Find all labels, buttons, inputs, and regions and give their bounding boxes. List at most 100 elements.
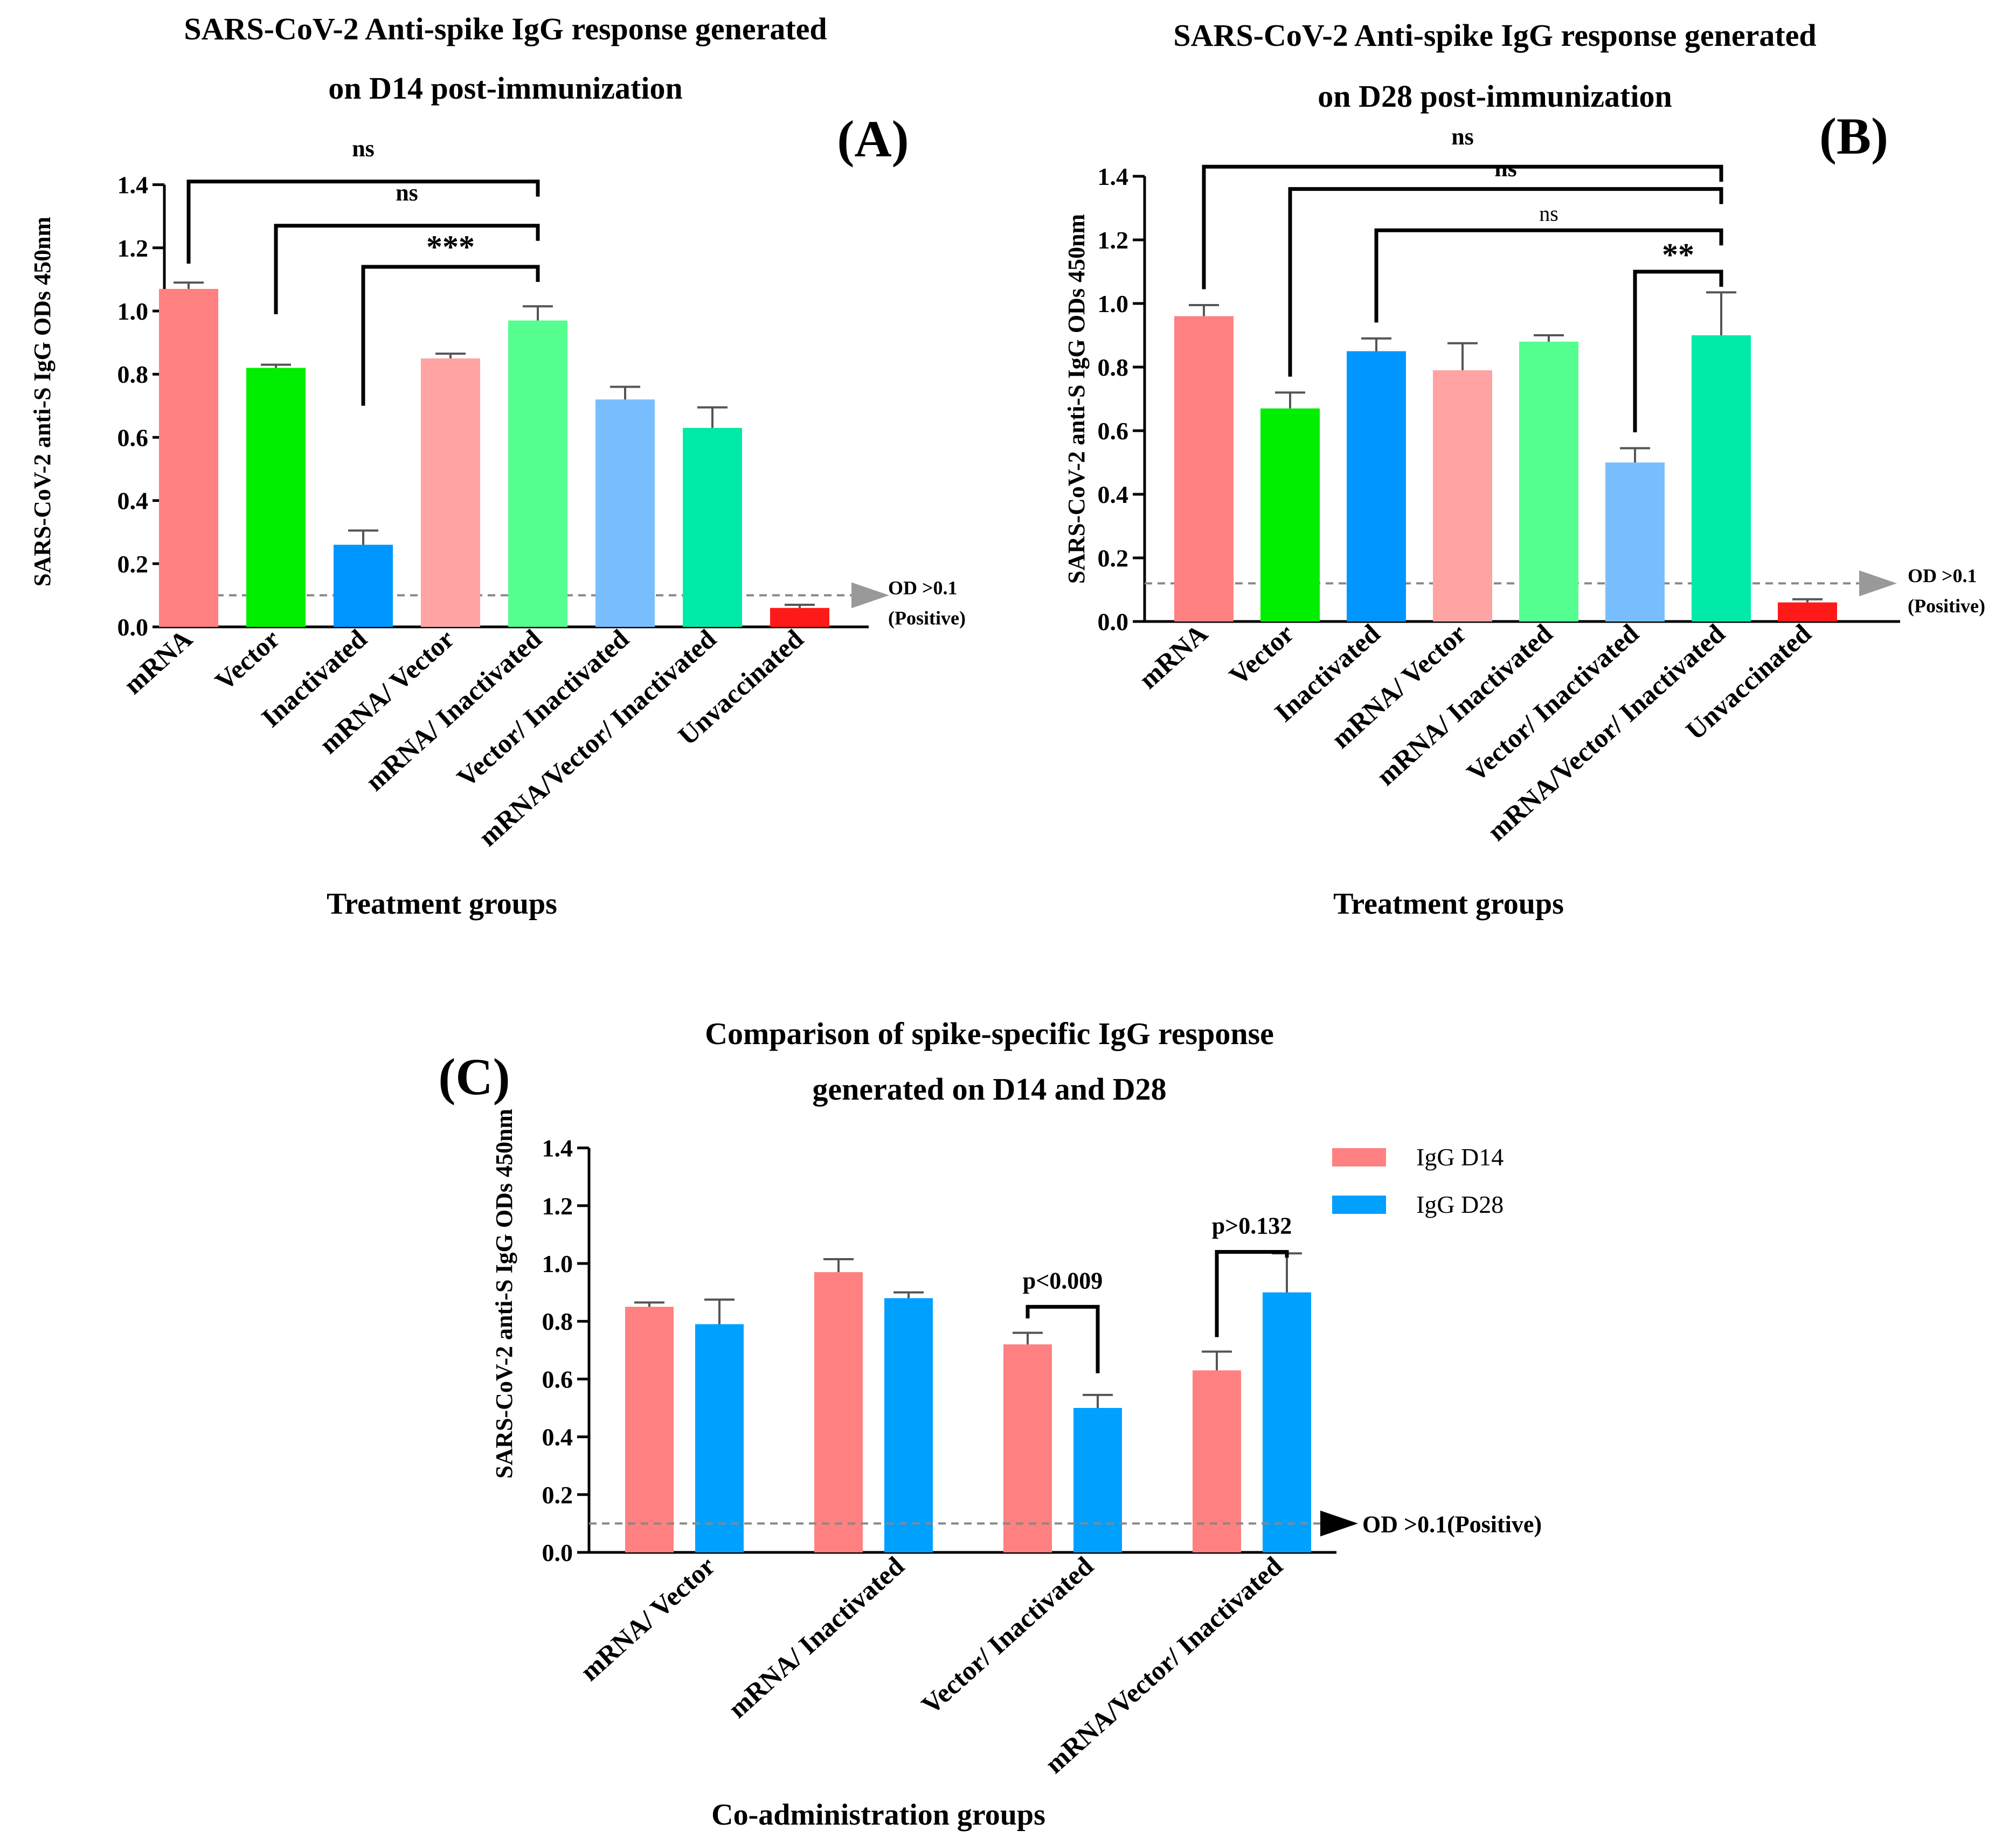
bar bbox=[1433, 370, 1492, 621]
y-tick-label: 1.0 bbox=[542, 1250, 573, 1277]
y-tick-label: 0.4 bbox=[1098, 481, 1129, 508]
chart-title: SARS-CoV-2 Anti-spike IgG response gener… bbox=[1173, 18, 1816, 53]
x-tick-label: Vector/ Inactivated bbox=[916, 1550, 1099, 1720]
y-tick-label: 1.2 bbox=[117, 234, 149, 262]
y-tick-label: 0.6 bbox=[1098, 417, 1129, 445]
legend-label: IgG D14 bbox=[1416, 1143, 1504, 1171]
significance-label: p<0.009 bbox=[1023, 1267, 1103, 1294]
y-tick-label: 1.4 bbox=[117, 171, 149, 199]
y-tick-label: 0.8 bbox=[542, 1308, 573, 1335]
y-axis-title: SARS-CoV-2 anti-S IgG ODs 450nm bbox=[29, 217, 56, 586]
reference-arrow bbox=[1859, 570, 1897, 597]
significance-bracket bbox=[1374, 228, 1723, 323]
x-tick-label: mRNA/ Vector bbox=[574, 1551, 721, 1687]
significance-bracket bbox=[274, 224, 540, 314]
significance-label: ns bbox=[396, 179, 418, 206]
bar bbox=[1263, 1292, 1311, 1552]
y-tick-label: 0.0 bbox=[542, 1539, 573, 1566]
bar bbox=[159, 288, 218, 627]
x-tick-label: Vector bbox=[209, 624, 285, 696]
bar bbox=[1519, 341, 1578, 621]
bar bbox=[683, 427, 742, 627]
y-tick-label: 1.0 bbox=[1098, 290, 1129, 317]
y-tick-label: 1.2 bbox=[1098, 226, 1129, 254]
significance-label: ** bbox=[1662, 237, 1694, 273]
bar bbox=[884, 1298, 933, 1552]
reference-label: OD >0.1 bbox=[888, 577, 958, 598]
bar bbox=[246, 368, 306, 627]
bar bbox=[770, 607, 829, 627]
bar bbox=[1778, 602, 1837, 621]
y-tick-label: 0.0 bbox=[1098, 608, 1129, 636]
chart-title: Comparison of spike-specific IgG respons… bbox=[705, 1016, 1274, 1051]
x-tick-label: mRNA/ Inactivated bbox=[722, 1550, 910, 1723]
significance-bracket bbox=[1215, 1250, 1289, 1337]
y-tick-label: 0.0 bbox=[117, 613, 149, 641]
significance-label: ns bbox=[1539, 202, 1558, 226]
significance-bracket bbox=[186, 179, 540, 264]
x-tick-label: Vector bbox=[1223, 618, 1299, 691]
x-axis-title: Treatment groups bbox=[327, 887, 557, 921]
y-tick-label: 1.0 bbox=[117, 298, 149, 325]
reference-label-positive: (Positive) bbox=[888, 607, 966, 629]
bar bbox=[1003, 1344, 1052, 1552]
significance-label: ns bbox=[352, 135, 375, 162]
y-tick-label: 0.6 bbox=[542, 1365, 573, 1393]
bar bbox=[595, 399, 655, 627]
bar bbox=[814, 1272, 863, 1552]
y-tick-label: 0.6 bbox=[117, 424, 149, 451]
y-tick-label: 0.2 bbox=[542, 1481, 573, 1509]
panel-label: (A) bbox=[837, 110, 909, 168]
legend-swatch bbox=[1332, 1148, 1386, 1166]
bar bbox=[695, 1324, 744, 1552]
reference-label: OD >0.1(Positive) bbox=[1362, 1511, 1542, 1537]
bar bbox=[334, 544, 393, 627]
y-tick-label: 0.2 bbox=[1098, 544, 1129, 572]
chart-title: on D28 post-immunization bbox=[1318, 79, 1672, 114]
reference-label: OD >0.1 bbox=[1908, 565, 1977, 586]
bar bbox=[625, 1307, 674, 1552]
reference-arrow bbox=[851, 582, 889, 609]
y-tick-label: 0.8 bbox=[1098, 354, 1129, 381]
y-tick-label: 0.8 bbox=[117, 361, 149, 388]
y-axis-title: SARS-CoV-2 anti-S IgG ODs 450nm bbox=[1063, 214, 1090, 584]
y-tick-label: 1.4 bbox=[542, 1135, 573, 1162]
bar bbox=[1073, 1408, 1122, 1552]
bar bbox=[508, 320, 567, 627]
y-tick-label: 0.2 bbox=[117, 550, 149, 578]
bar bbox=[1605, 462, 1665, 621]
y-tick-label: 1.2 bbox=[542, 1192, 573, 1220]
x-axis-title: Treatment groups bbox=[1333, 887, 1564, 921]
bar bbox=[1174, 316, 1234, 621]
significance-bracket bbox=[1202, 164, 1723, 289]
bar bbox=[1692, 335, 1751, 621]
reference-arrow bbox=[1320, 1510, 1358, 1537]
significance-bracket bbox=[361, 265, 540, 406]
chart-title: SARS-CoV-2 Anti-spike IgG response gener… bbox=[184, 11, 827, 46]
x-tick-label: mRNA bbox=[1133, 618, 1213, 695]
legend-label: IgG D28 bbox=[1416, 1191, 1504, 1218]
chart-title: generated on D14 and D28 bbox=[812, 1072, 1166, 1107]
significance-bracket bbox=[1026, 1304, 1100, 1373]
significance-label: ns bbox=[1494, 155, 1517, 182]
significance-label: *** bbox=[426, 229, 475, 265]
panel-label: (C) bbox=[438, 1048, 510, 1106]
significance-bracket bbox=[1633, 270, 1723, 432]
significance-bracket bbox=[1288, 187, 1723, 377]
bar bbox=[1347, 351, 1406, 621]
significance-label: p>0.132 bbox=[1212, 1213, 1292, 1239]
significance-label: ns bbox=[1451, 123, 1474, 150]
bar bbox=[1260, 408, 1320, 621]
panel-label: (B) bbox=[1819, 107, 1888, 165]
y-tick-label: 1.4 bbox=[1098, 163, 1129, 190]
reference-label-positive: (Positive) bbox=[1908, 595, 1985, 617]
bar bbox=[1193, 1370, 1241, 1552]
chart-title: on D14 post-immunization bbox=[328, 71, 682, 106]
y-tick-label: 0.4 bbox=[542, 1424, 573, 1451]
legend-swatch bbox=[1332, 1196, 1386, 1214]
y-tick-label: 0.4 bbox=[117, 487, 149, 515]
y-axis-title: SARS-CoV-2 anti-S IgG ODs 450nm bbox=[491, 1109, 517, 1479]
x-axis-title: Co-administration groups bbox=[711, 1798, 1045, 1832]
bar bbox=[421, 358, 480, 627]
